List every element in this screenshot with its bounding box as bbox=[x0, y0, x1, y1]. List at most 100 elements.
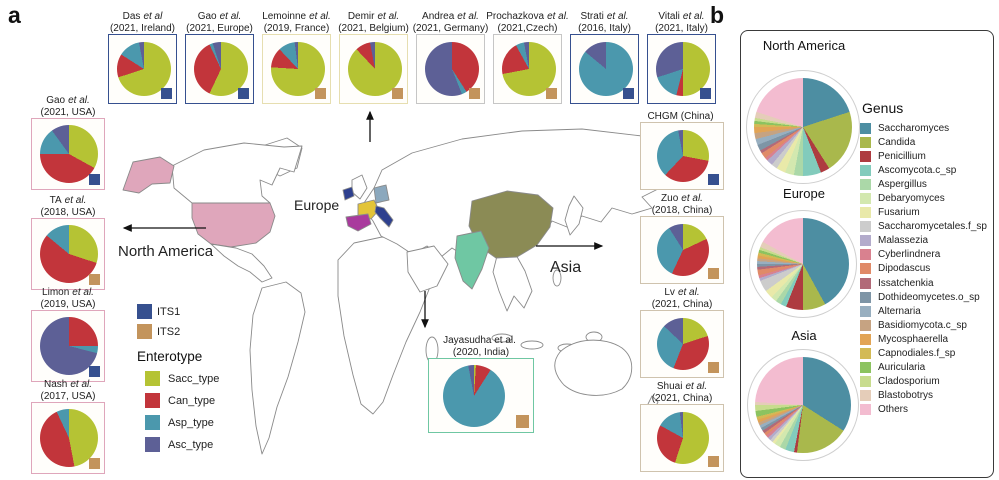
genus-legend-item: Saccharomycetales.f_sp bbox=[860, 220, 987, 234]
map-se-asia bbox=[492, 252, 533, 312]
study-detail-line: (2021, Italy) bbox=[655, 22, 708, 34]
genus-legend-item: Cladosporium bbox=[860, 375, 987, 389]
enterotype-swatch bbox=[145, 437, 160, 452]
study-pie-box bbox=[428, 358, 534, 433]
region-title-north-america: North America bbox=[762, 38, 846, 53]
study-author-line: TA et al. bbox=[49, 195, 87, 206]
study-detail-line: (2019, France) bbox=[263, 22, 330, 34]
genus-label: Capnodiales.f_sp bbox=[878, 348, 956, 360]
genus-legend-item: Cyberlindnera bbox=[860, 248, 987, 262]
region-title-asia: Asia bbox=[791, 328, 817, 343]
its-marker bbox=[708, 456, 719, 467]
region-pie-ring bbox=[746, 70, 860, 184]
its-label: ITS1 bbox=[157, 305, 181, 318]
study-pie-box bbox=[339, 34, 408, 104]
study-pie-chart bbox=[501, 42, 556, 96]
enterotype-swatch bbox=[145, 415, 160, 430]
genus-label: Malassezia bbox=[878, 235, 929, 247]
study-card: Shuai et al. (2021, China) bbox=[640, 374, 724, 472]
genus-swatch bbox=[860, 333, 871, 345]
map-island-1 bbox=[491, 333, 513, 343]
enterotype-legend-item: Asp_type bbox=[145, 415, 219, 430]
its-marker bbox=[708, 268, 719, 279]
genus-swatch bbox=[860, 404, 871, 416]
study-label: Limon et al. (2019, USA) bbox=[31, 280, 105, 310]
genus-label: Basidiomycota.c_sp bbox=[878, 319, 967, 331]
study-detail-line: (2017, USA) bbox=[40, 390, 96, 402]
map-arabia bbox=[406, 245, 449, 293]
genus-legend-item: Debaryomyces bbox=[860, 191, 987, 205]
study-author-line: Jayasudha et al. bbox=[443, 335, 516, 346]
study-author-line: CHGM (China) bbox=[647, 110, 714, 122]
study-pie-box bbox=[31, 218, 105, 290]
genus-swatch bbox=[860, 277, 871, 289]
study-card: CHGM (China) bbox=[640, 92, 724, 190]
its-marker bbox=[89, 458, 100, 469]
study-author-line: Andrea et al. bbox=[422, 11, 479, 22]
enterotype-legend-item: Can_type bbox=[145, 393, 219, 408]
study-pie-box bbox=[108, 34, 177, 104]
genus-swatch bbox=[860, 319, 871, 331]
genus-legend-item: Dothideomycetes.o_sp bbox=[860, 290, 987, 304]
study-detail-line: (2021, Europe) bbox=[186, 22, 253, 34]
genus-label: Penicillium bbox=[878, 150, 926, 162]
genus-swatch bbox=[860, 291, 871, 303]
study-author-line: Prochazkova et al. bbox=[486, 11, 569, 22]
region-pie-chart bbox=[754, 78, 852, 176]
genus-legend-item: Fusarium bbox=[860, 206, 987, 220]
enterotype-label: Sacc_type bbox=[168, 372, 220, 385]
enterotype-legend-title: Enterotype bbox=[137, 349, 203, 364]
study-author-line: Strati et al. bbox=[580, 11, 629, 22]
study-pie-chart bbox=[443, 364, 505, 427]
study-label: Strati et al. (2016, Italy) bbox=[570, 4, 639, 34]
study-card: Lemoinne et al. (2019, France) bbox=[262, 4, 331, 104]
genus-legend-item: Basidiomycota.c_sp bbox=[860, 318, 987, 332]
map-label-europe: Europe bbox=[294, 197, 340, 213]
study-author-line: Limon et al. bbox=[42, 287, 94, 298]
study-card: Limon et al. (2019, USA) bbox=[31, 280, 105, 382]
its-marker bbox=[238, 88, 249, 99]
genus-legend-item: Aspergillus bbox=[860, 177, 987, 191]
its-marker bbox=[161, 88, 172, 99]
enterotype-swatch bbox=[145, 371, 160, 386]
study-pie-chart bbox=[657, 224, 709, 276]
study-pie-box bbox=[570, 34, 639, 104]
enterotype-legend-item: Asc_type bbox=[145, 437, 219, 452]
study-label: Nash et al. (2017, USA) bbox=[31, 372, 105, 402]
study-card: Demir et al. (2021, Belgium) bbox=[338, 4, 409, 104]
genus-label: Ascomycota.c_sp bbox=[878, 164, 957, 176]
map-usa bbox=[191, 202, 276, 248]
genus-swatch bbox=[860, 164, 871, 176]
map-alaska bbox=[122, 156, 175, 194]
genus-swatch bbox=[860, 221, 871, 233]
genus-legend-item: Blastobotrys bbox=[860, 389, 987, 403]
study-pie-box bbox=[640, 122, 724, 190]
enterotype-legend-rows: Sacc_type Can_type Asp_type Asc_type bbox=[137, 371, 219, 452]
genus-swatch bbox=[860, 362, 871, 374]
study-pie-chart bbox=[40, 125, 98, 183]
study-card: Prochazkova et al. (2021,Czech) bbox=[486, 4, 569, 104]
genus-swatch bbox=[860, 235, 871, 247]
enterotype-swatch bbox=[145, 393, 160, 408]
its-marker bbox=[469, 88, 480, 99]
study-pie-box bbox=[640, 216, 724, 284]
its-legend-item: ITS1 bbox=[137, 304, 219, 319]
study-pie-chart bbox=[40, 409, 98, 467]
study-author-line: Lemoinne et al. bbox=[262, 11, 331, 22]
map-label-north-america: North America bbox=[118, 243, 214, 260]
study-detail-line: (2021, China) bbox=[651, 298, 713, 310]
map-japan bbox=[564, 195, 584, 236]
study-pie-box bbox=[416, 34, 485, 104]
study-detail-line: (2021,Czech) bbox=[497, 22, 558, 34]
study-author-line: Shuai et al. bbox=[656, 381, 708, 392]
genus-label: Candida bbox=[878, 136, 916, 148]
genus-swatch bbox=[860, 178, 871, 190]
its-marker bbox=[700, 88, 711, 99]
region-pie-ring bbox=[749, 210, 857, 318]
its-marker bbox=[516, 415, 529, 428]
study-pie-box bbox=[640, 404, 724, 472]
genus-label: Mycosphaerella bbox=[878, 333, 949, 345]
region-title-europe: Europe bbox=[783, 186, 825, 201]
genus-label: Aspergillus bbox=[878, 178, 927, 190]
map-island-2 bbox=[520, 340, 544, 350]
